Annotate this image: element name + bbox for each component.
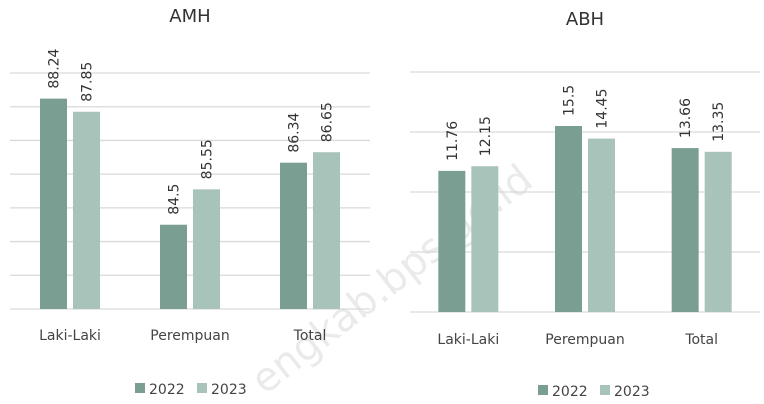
data-label: 15.5 [562, 85, 578, 116]
data-label: 86.65 [320, 102, 336, 142]
data-label: 86.34 [287, 113, 303, 153]
bar [313, 152, 340, 309]
data-label: 12.15 [478, 116, 494, 156]
legend-swatch [135, 383, 145, 393]
data-label: 13.35 [711, 102, 727, 142]
x-tick-label: Laki-Laki [437, 332, 499, 348]
data-label: 87.85 [80, 62, 96, 102]
x-tick-label: Perempuan [545, 332, 624, 348]
chart-title: ABH [566, 9, 604, 30]
data-label: 13.66 [678, 98, 694, 138]
legend-swatch [538, 385, 548, 395]
bar [73, 111, 100, 310]
bar [555, 126, 582, 312]
legend-label: 2023 [211, 382, 247, 398]
legend-label: 2023 [614, 384, 650, 400]
bar [193, 189, 220, 309]
x-tick-label: Laki-Laki [39, 328, 101, 344]
legend-label: 2022 [149, 382, 185, 398]
bar [438, 170, 466, 312]
x-tick-label: Perempuan [150, 328, 229, 344]
bar [280, 162, 307, 309]
legend-swatch [197, 383, 207, 393]
chart-title: AMH [169, 6, 210, 27]
bar [588, 138, 615, 312]
legend-swatch [600, 385, 610, 395]
bar [160, 224, 187, 309]
x-tick-label: Total [684, 332, 718, 348]
legend-label: 2022 [552, 384, 588, 400]
data-label: 85.55 [200, 139, 216, 179]
data-label: 84.5 [167, 184, 183, 215]
bar [704, 151, 732, 312]
bar [471, 166, 499, 312]
x-tick-label: Total [293, 328, 327, 344]
bar [671, 148, 699, 312]
data-label: 88.24 [47, 48, 63, 88]
data-label: 11.76 [445, 121, 461, 161]
bar [40, 98, 67, 309]
data-label: 14.45 [595, 89, 611, 129]
